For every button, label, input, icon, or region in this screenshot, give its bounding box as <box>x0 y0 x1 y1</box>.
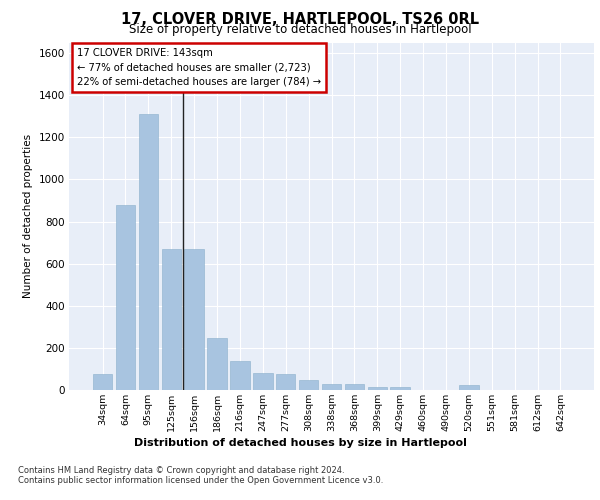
Bar <box>116 204 135 390</box>
Bar <box>276 374 295 390</box>
Bar <box>93 374 112 390</box>
Bar <box>161 249 181 390</box>
Bar <box>344 384 364 390</box>
Bar <box>184 249 204 390</box>
Bar <box>391 387 410 390</box>
Y-axis label: Number of detached properties: Number of detached properties <box>23 134 33 298</box>
Bar <box>299 380 319 390</box>
Text: Size of property relative to detached houses in Hartlepool: Size of property relative to detached ho… <box>128 22 472 36</box>
Bar <box>230 360 250 390</box>
Bar <box>208 338 227 390</box>
Text: 17 CLOVER DRIVE: 143sqm
← 77% of detached houses are smaller (2,723)
22% of semi: 17 CLOVER DRIVE: 143sqm ← 77% of detache… <box>77 48 321 88</box>
Bar <box>459 386 479 390</box>
Text: Distribution of detached houses by size in Hartlepool: Distribution of detached houses by size … <box>134 438 466 448</box>
Text: Contains HM Land Registry data © Crown copyright and database right 2024.: Contains HM Land Registry data © Crown c… <box>18 466 344 475</box>
Bar <box>322 384 341 390</box>
Text: 17, CLOVER DRIVE, HARTLEPOOL, TS26 0RL: 17, CLOVER DRIVE, HARTLEPOOL, TS26 0RL <box>121 12 479 28</box>
Bar <box>368 387 387 390</box>
Bar <box>253 373 272 390</box>
Text: Contains public sector information licensed under the Open Government Licence v3: Contains public sector information licen… <box>18 476 383 485</box>
Bar <box>139 114 158 390</box>
